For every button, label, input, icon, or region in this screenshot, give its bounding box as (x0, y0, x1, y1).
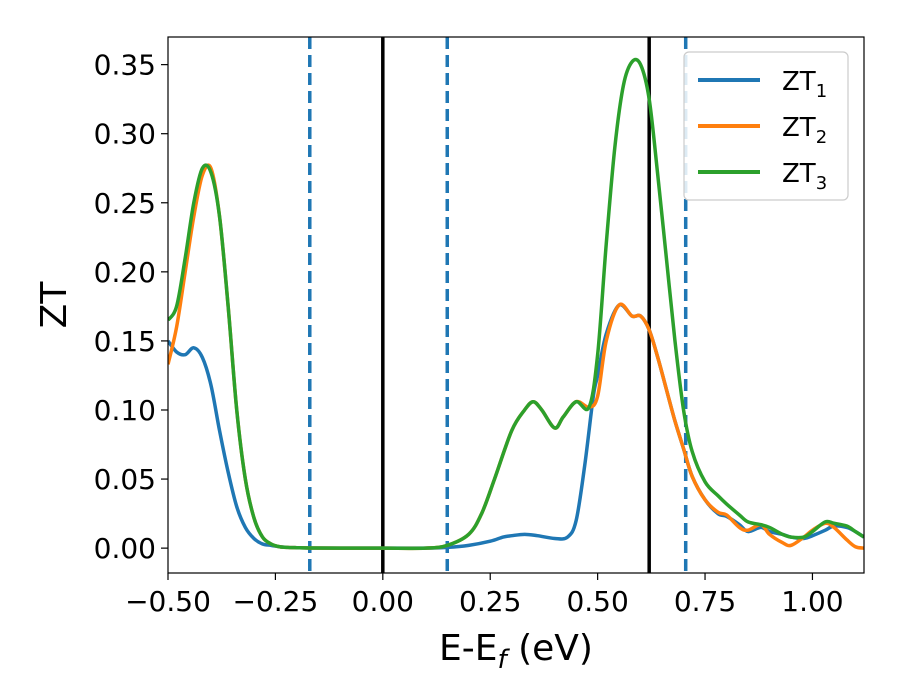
legend-label-zt1: ZT1 (782, 67, 827, 102)
series-line-zt2 (168, 163, 864, 551)
y-tick-label: 0.05 (94, 463, 156, 496)
plot-area (168, 37, 864, 573)
y-tick-label: 0.15 (94, 325, 156, 358)
x-tick-label: −0.50 (125, 585, 211, 618)
y-tick-label: 0.00 (94, 532, 156, 565)
series-line-zt1 (168, 302, 864, 550)
legend-label-zt3: ZT3 (782, 159, 827, 194)
x-tick-label: 0.25 (459, 585, 521, 618)
y-tick-label: 0.10 (94, 394, 156, 427)
y-tick-label: 0.35 (94, 49, 156, 82)
axes-frame (167, 36, 865, 574)
x-tick-label: 0.00 (352, 585, 414, 618)
x-tick-label: −0.25 (233, 585, 319, 618)
x-axis-label: E-Ef (eV) (439, 628, 593, 675)
y-tick-label: 0.25 (94, 187, 156, 220)
x-tick-label: 1.00 (781, 585, 843, 618)
x-tick-label: 0.75 (674, 585, 736, 618)
legend-box (683, 51, 849, 201)
x-tick-label: 0.50 (566, 585, 628, 618)
y-axis: 0.00 0.05 0.10 0.15 0.20 0.25 0.30 0.35 (94, 49, 168, 565)
x-axis: −0.50 −0.25 0.00 0.25 0.50 0.75 1.00 (125, 573, 844, 618)
y-axis-label: ZT (34, 281, 75, 329)
series-line-zt3 (168, 57, 864, 551)
legend: ZT1 ZT2 ZT3 (683, 51, 849, 201)
y-tick-label: 0.20 (94, 256, 156, 289)
legend-label-zt2: ZT2 (782, 113, 827, 148)
y-tick-label: 0.30 (94, 118, 156, 151)
